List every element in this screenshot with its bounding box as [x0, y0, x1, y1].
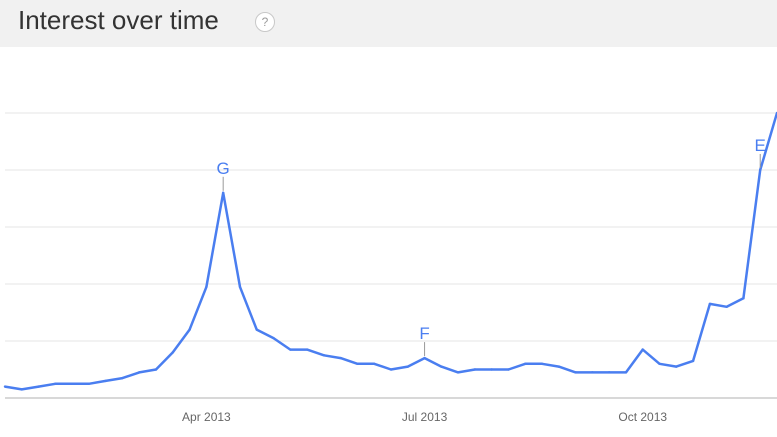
data-point: [37, 385, 40, 388]
x-tick-label: Jul 2013: [402, 410, 448, 424]
data-point: [624, 371, 628, 374]
annotation-label[interactable]: E: [755, 136, 766, 155]
data-point: [641, 348, 644, 351]
x-axis-ticks: Apr 2013 Jul 2013 Oct 2013: [182, 410, 667, 424]
data-point: [658, 362, 661, 365]
data-point: [507, 368, 510, 371]
data-point: [524, 362, 527, 365]
data-point: [456, 371, 460, 374]
x-tick-label: Apr 2013: [182, 410, 231, 424]
data-point: [322, 354, 326, 357]
data-point: [221, 191, 225, 194]
data-point: [138, 371, 141, 374]
data-point: [20, 388, 23, 391]
data-point: [675, 365, 678, 368]
help-icon[interactable]: ?: [255, 12, 275, 32]
chart-title: Interest over time: [18, 5, 219, 35]
data-point: [272, 336, 275, 340]
series-line: [4, 112, 777, 391]
data-point: [339, 356, 342, 360]
data-point: [104, 379, 107, 383]
data-point: [356, 362, 359, 365]
data-point: [238, 285, 242, 289]
data-point: [759, 168, 762, 172]
data-point: [691, 359, 695, 363]
chart-header: Interest over time ?: [0, 0, 777, 47]
data-point: [389, 368, 393, 371]
data-point: [708, 302, 712, 306]
data-point: [3, 385, 7, 388]
data-point: [305, 348, 309, 351]
data-point: [289, 348, 292, 351]
annotation-label[interactable]: G: [217, 159, 230, 178]
data-point: [591, 371, 594, 374]
data-point: [154, 368, 158, 371]
data-point: [373, 362, 376, 365]
data-point: [725, 305, 728, 308]
grid-lines: [5, 112, 777, 399]
series-line-group: [3, 111, 777, 391]
data-point: [490, 368, 493, 371]
data-point: [473, 368, 477, 371]
data-point: [255, 328, 258, 331]
data-point: [540, 362, 544, 365]
data-point: [121, 376, 124, 380]
data-point: [423, 356, 426, 360]
data-point: [406, 365, 409, 368]
annotation-label[interactable]: F: [419, 324, 429, 343]
x-tick-label: Oct 2013: [618, 410, 667, 424]
data-point: [54, 382, 57, 385]
annotations: G F E: [217, 136, 766, 357]
data-point: [87, 382, 91, 385]
data-point: [171, 351, 175, 354]
data-point: [440, 365, 443, 368]
data-point: [574, 371, 577, 374]
data-point: [607, 371, 611, 374]
data-point: [70, 382, 74, 385]
data-point: [188, 328, 191, 331]
data-point: [557, 365, 561, 368]
data-point: [742, 297, 745, 300]
data-point: [205, 285, 208, 289]
